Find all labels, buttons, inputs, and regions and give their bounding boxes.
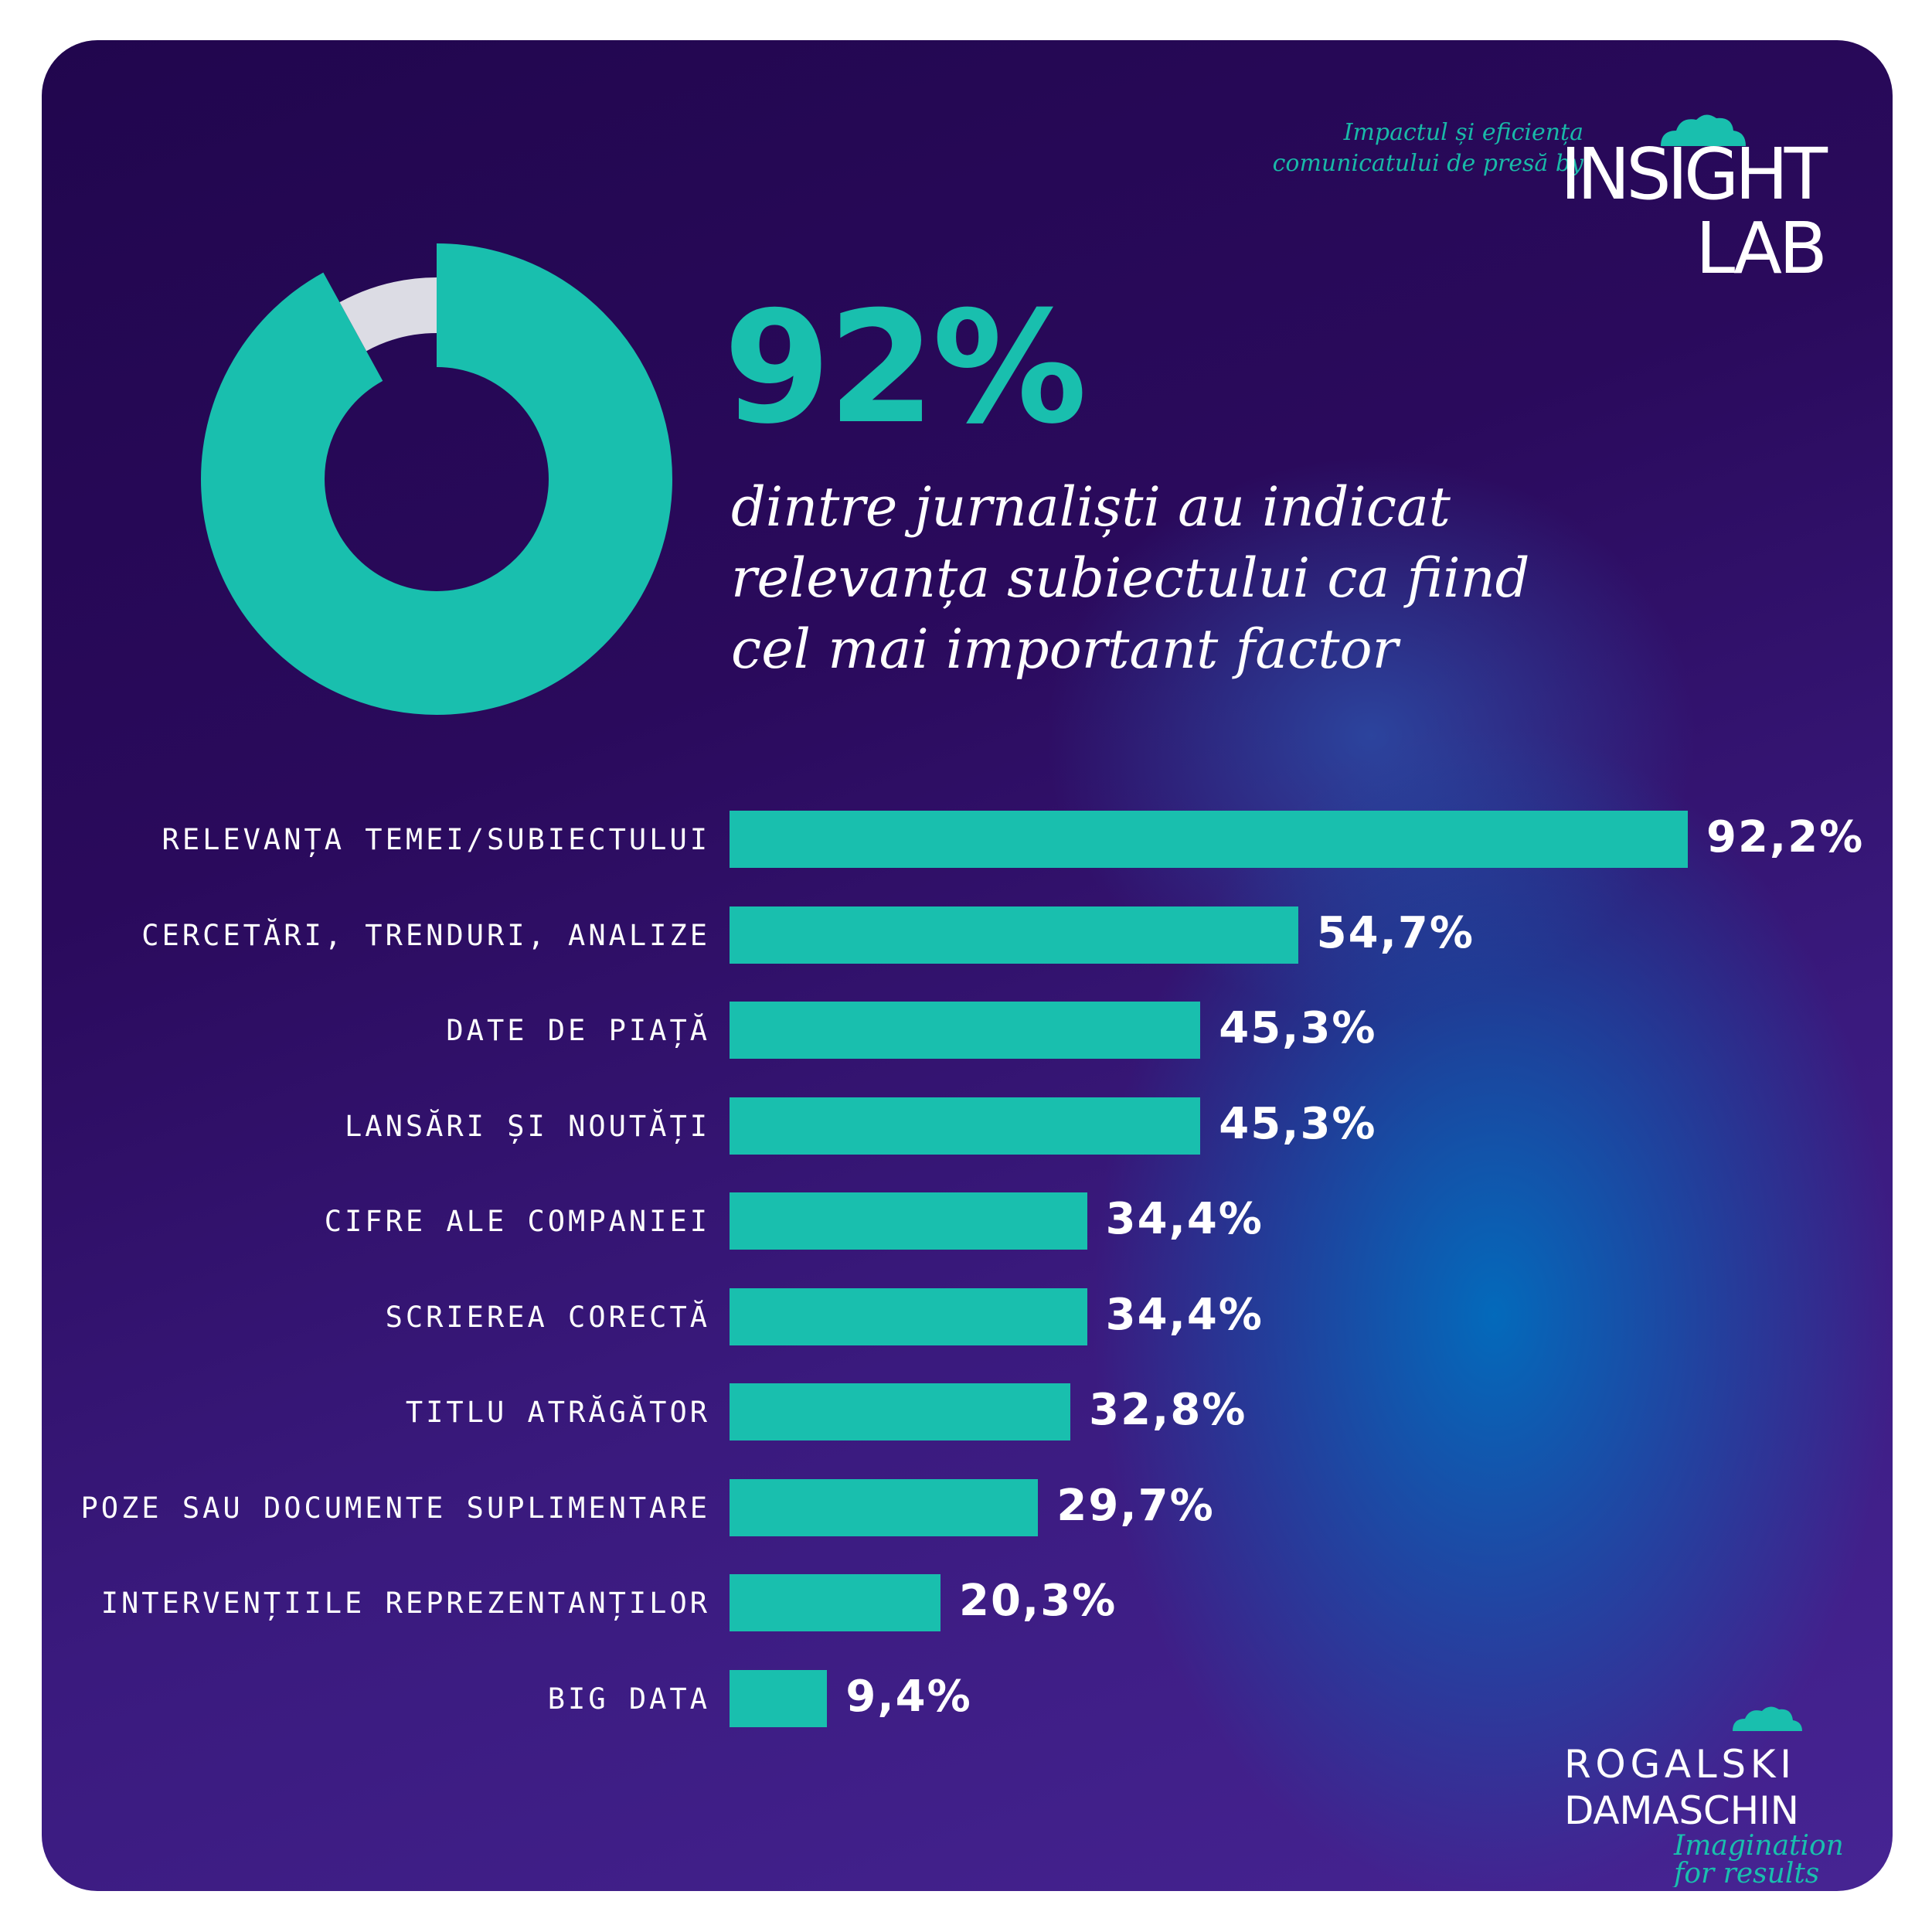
bar-category-label: DATE DE PIAȚĂ xyxy=(446,1014,710,1047)
bar-category-label: RELEVANȚA TEMEI/SUBIECTULUI xyxy=(162,823,710,856)
bar xyxy=(730,811,1688,868)
bar-value-label: 34,4% xyxy=(1105,1194,1264,1244)
bar-value-label: 9,4% xyxy=(845,1671,972,1722)
infographic-card: Impactul și eficiența comunicatului de p… xyxy=(42,40,1893,1891)
subtitle-line3: cel mai important factor xyxy=(731,617,1399,681)
insight-lab-logo: INSIGHT LAB xyxy=(1560,114,1831,284)
bar-category-label: LANSĂRI ȘI NOUTĂȚI xyxy=(345,1109,710,1143)
headline-subtitle: dintre jurnaliști au indicat relevanța s… xyxy=(731,471,1581,685)
bar-category-label: CIFRE ALE COMPANIEI xyxy=(324,1205,710,1238)
bar-value-label: 20,3% xyxy=(959,1576,1117,1626)
brand-line1: INSIGHT xyxy=(1560,133,1831,216)
cloud-icon xyxy=(1661,114,1746,146)
bar-value-label: 54,7% xyxy=(1316,907,1475,958)
cloud-icon xyxy=(1733,1706,1802,1731)
bar-category-label: CERCETĂRI, TRENDURI, ANALIZE xyxy=(141,918,710,952)
bar xyxy=(730,1383,1071,1440)
header-tagline-line2: comunicatului de presă by xyxy=(1272,150,1583,177)
bar xyxy=(730,1192,1087,1250)
footer-brand-line1: ROGALSKI xyxy=(1564,1742,1796,1787)
bar-category-label: POZE SAU DOCUMENTE SUPLIMENTARE xyxy=(80,1491,710,1525)
bar-category-label: TITLU ATRĂGĂTOR xyxy=(405,1396,710,1429)
bar-value-label: 45,3% xyxy=(1219,1098,1377,1149)
donut-slice-main xyxy=(201,243,672,715)
bar xyxy=(730,1574,940,1631)
header-tagline: Impactul și eficiența comunicatului de p… xyxy=(1259,117,1583,179)
bar xyxy=(730,1287,1087,1345)
bar xyxy=(730,906,1298,964)
bar xyxy=(730,1002,1201,1059)
bar-category-label: INTERVENȚIILE REPREZENTANȚILOR xyxy=(100,1587,710,1620)
footer-brand-line2: DAMASCHIN xyxy=(1564,1788,1804,1833)
footer-tagline-line2: for results xyxy=(1672,1858,1819,1887)
rogalski-damaschin-logo: ROGALSKI DAMASCHIN Imagination for resul… xyxy=(1564,1706,1844,1887)
bar xyxy=(730,1669,828,1727)
headline-percent: 92% xyxy=(723,278,1087,458)
donut-slice-remainder xyxy=(235,277,638,681)
bar-value-label: 45,3% xyxy=(1219,1003,1377,1053)
bar-value-label: 92,2% xyxy=(1706,812,1865,862)
subtitle-line1: dintre jurnaliști au indicat xyxy=(731,475,1451,539)
bar xyxy=(730,1097,1201,1155)
footer-tagline-line1: Imagination xyxy=(1673,1830,1844,1862)
bar-category-label: BIG DATA xyxy=(547,1682,710,1716)
subtitle-line2: relevanța subiectului ca fiind xyxy=(731,546,1530,610)
brand-line2: LAB xyxy=(1696,207,1831,284)
bar xyxy=(730,1478,1039,1536)
header-tagline-line1: Impactul și eficiența xyxy=(1343,119,1583,146)
bar-value-label: 32,8% xyxy=(1089,1385,1247,1435)
bar-category-label: SCRIEREA CORECTĂ xyxy=(385,1300,710,1334)
bar-value-label: 34,4% xyxy=(1105,1289,1264,1340)
bar-value-label: 29,7% xyxy=(1056,1480,1215,1531)
